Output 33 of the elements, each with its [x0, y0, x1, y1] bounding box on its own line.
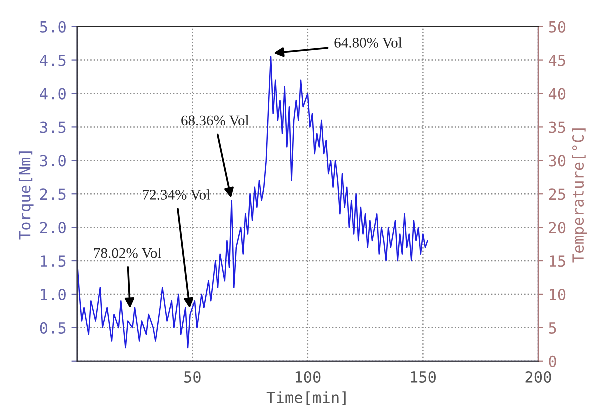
y2-tick-label: 0	[549, 356, 556, 368]
line-series	[77, 56, 428, 349]
y2-tick-label: 10	[550, 288, 566, 301]
y-tick-label: 4.0	[40, 88, 66, 100]
y2-tick-label: 30	[549, 155, 566, 167]
x-tick-label: 200	[526, 371, 552, 384]
y2-tick-label: 15	[550, 256, 566, 268]
y-tick-label: 1.5	[41, 256, 66, 268]
y2-axis-title: Temperature[°C]	[572, 128, 588, 263]
y-tick-label: 2.5	[40, 188, 66, 200]
x-axis-title: Time[min]	[266, 392, 346, 406]
annotation: 78.02% Vol	[94, 248, 162, 258]
y2-tick-label: 50	[549, 21, 566, 33]
y2-tick-label: 45	[548, 55, 566, 66]
y2-tick-label: 40	[548, 88, 566, 100]
annotation: 68.36% Vol	[182, 115, 250, 126]
y2-tick-label: 35	[549, 122, 566, 134]
x-tick-label: 100	[296, 371, 321, 384]
y-tick-label: 5.0	[40, 21, 66, 33]
y-tick-label: 4.5	[40, 55, 66, 66]
y-tick-label: 3.5	[40, 122, 66, 134]
y2-tick-label: 25	[549, 188, 566, 200]
y2-tick-label: 20	[549, 222, 566, 234]
annotation: 72.34% Vol	[143, 190, 210, 200]
y-axis-title: Torque[Nm]	[18, 152, 34, 240]
y-tick-label: 3.0	[40, 155, 66, 167]
y-tick-label: 1.0	[41, 288, 66, 301]
y2-tick-label: 5	[549, 322, 556, 334]
annotation: 64.80% Vol	[334, 38, 402, 48]
x-tick-label: 150	[411, 371, 436, 384]
y-tick-label: 2.0	[40, 222, 66, 234]
y-tick-label: 0.5	[40, 322, 66, 334]
x-tick-label: 50	[184, 371, 201, 384]
